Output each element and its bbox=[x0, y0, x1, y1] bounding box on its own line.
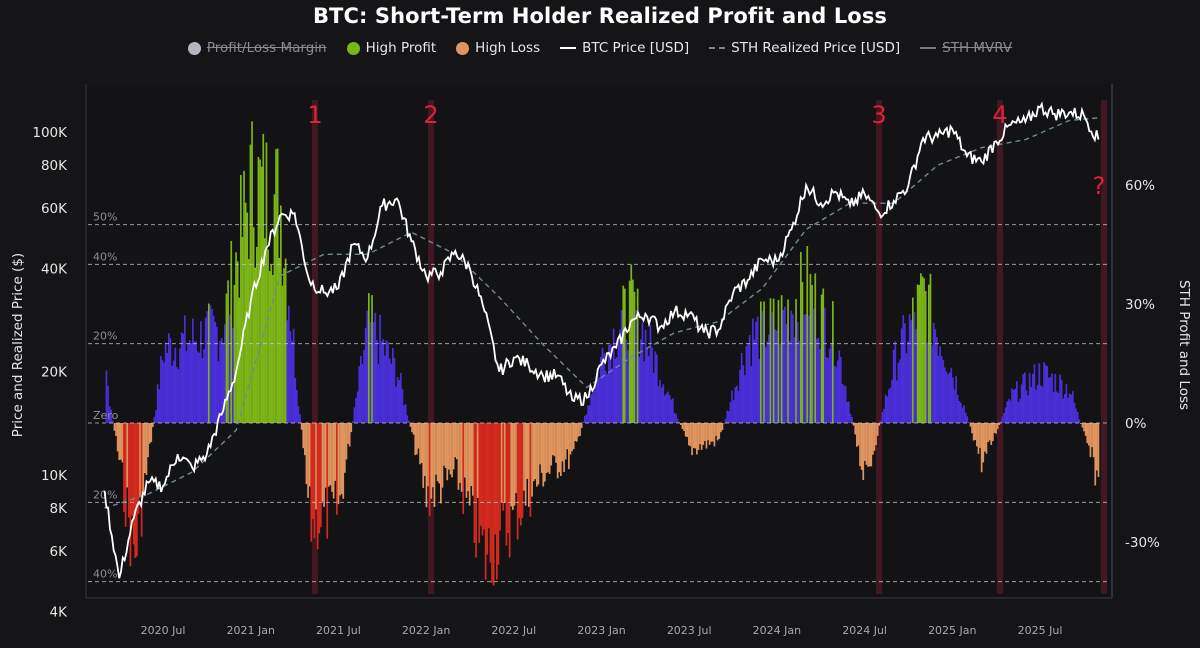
legend-item-sth-mvrv[interactable]: STH MVRV bbox=[920, 40, 1012, 56]
x-axis-tick: 2022 Jan bbox=[402, 624, 450, 637]
event-marker-bands bbox=[312, 100, 1107, 594]
legend-item-sth-realized-price[interactable]: STH Realized Price [USD] bbox=[709, 40, 900, 56]
chart-title: BTC: Short-Term Holder Realized Profit a… bbox=[312, 4, 888, 28]
level-line-label: 50% bbox=[93, 211, 117, 224]
x-axis-tick: 2023 Jul bbox=[667, 624, 712, 637]
legend-line-icon bbox=[560, 47, 577, 49]
btc-price-line bbox=[103, 101, 1100, 579]
x-axis-tick: 2020 Jul bbox=[141, 624, 186, 637]
legend-dot-icon bbox=[346, 41, 360, 55]
event-marker-band bbox=[1101, 100, 1107, 594]
level-line-label: 40% bbox=[93, 250, 117, 263]
left-axis-tick: 8K bbox=[50, 501, 69, 517]
legend-item-btc-price[interactable]: BTC Price [USD] bbox=[560, 40, 689, 56]
legend-item-high-loss[interactable]: High Loss bbox=[456, 40, 540, 56]
left-axis-ticks: 100K 80K 60K 40K 20K 10K 8K 6K 4K bbox=[32, 125, 68, 620]
legend-dot-icon bbox=[187, 41, 201, 55]
left-axis-tick: 60K bbox=[41, 201, 68, 217]
x-axis-tick: 2022 Jul bbox=[491, 624, 536, 637]
event-marker-labels: 1 2 3 4? bbox=[307, 101, 1105, 200]
left-axis-tick: 10K bbox=[41, 468, 68, 484]
profit-loss-bars bbox=[105, 121, 1100, 586]
event-marker-band bbox=[428, 100, 434, 594]
left-axis-tick: 100K bbox=[32, 125, 68, 141]
x-axis-tick: 2021 Jul bbox=[316, 624, 361, 637]
event-marker-label: ? bbox=[1093, 172, 1106, 200]
level-line-label: 20% bbox=[93, 330, 117, 343]
x-axis-tick: 2025 Jan bbox=[928, 624, 976, 637]
sth-realized-price-line bbox=[104, 117, 1099, 509]
left-axis-tick: 40K bbox=[41, 261, 68, 277]
right-axis-tick: 30% bbox=[1125, 297, 1155, 313]
legend-item-profit-loss-margin[interactable]: Profit/Loss Margin bbox=[187, 40, 327, 56]
right-axis-ticks: 60% 30% 0% -30% bbox=[1125, 178, 1160, 551]
left-axis-tick: 4K bbox=[50, 604, 69, 620]
x-axis-tick: 2023 Jan bbox=[577, 624, 625, 637]
legend-dot-icon bbox=[456, 41, 470, 55]
level-line-label: 40% bbox=[93, 568, 117, 581]
left-axis-label: Price and Realized Price ($) bbox=[10, 253, 26, 437]
event-marker-band bbox=[312, 100, 318, 594]
event-marker-band bbox=[997, 100, 1003, 594]
x-axis-tick: 2024 Jul bbox=[842, 624, 887, 637]
event-marker-label: 1 bbox=[307, 101, 322, 129]
legend-line-icon bbox=[920, 47, 937, 49]
x-axis-tick: 2021 Jan bbox=[226, 624, 274, 637]
x-axis-ticks: 2020 Jul 2021 Jan 2021 Jul 2022 Jan 2022 Jul… bbox=[141, 624, 1063, 637]
event-marker-band bbox=[876, 100, 882, 594]
level-line-label: Zero bbox=[93, 409, 119, 422]
right-axis-tick: 60% bbox=[1125, 178, 1155, 194]
right-axis-label: STH Profit and Loss bbox=[1176, 280, 1192, 410]
event-marker-label: 4 bbox=[992, 101, 1007, 129]
left-axis-tick: 80K bbox=[41, 158, 68, 174]
left-axis-tick: 20K bbox=[41, 365, 68, 381]
event-marker-label: 2 bbox=[423, 101, 438, 129]
legend-dashed-line-icon bbox=[709, 47, 726, 49]
right-axis-tick: 0% bbox=[1125, 416, 1147, 432]
right-axis-tick: -30% bbox=[1125, 535, 1160, 551]
x-axis-tick: 2025 Jul bbox=[1018, 624, 1063, 637]
legend-item-high-profit[interactable]: High Profit bbox=[346, 40, 436, 56]
event-marker-label: 3 bbox=[871, 101, 886, 129]
left-axis-tick: 6K bbox=[50, 544, 69, 560]
x-axis-tick: 2024 Jan bbox=[753, 624, 801, 637]
legend: Profit/Loss Margin High Profit High Loss… bbox=[0, 40, 1200, 56]
